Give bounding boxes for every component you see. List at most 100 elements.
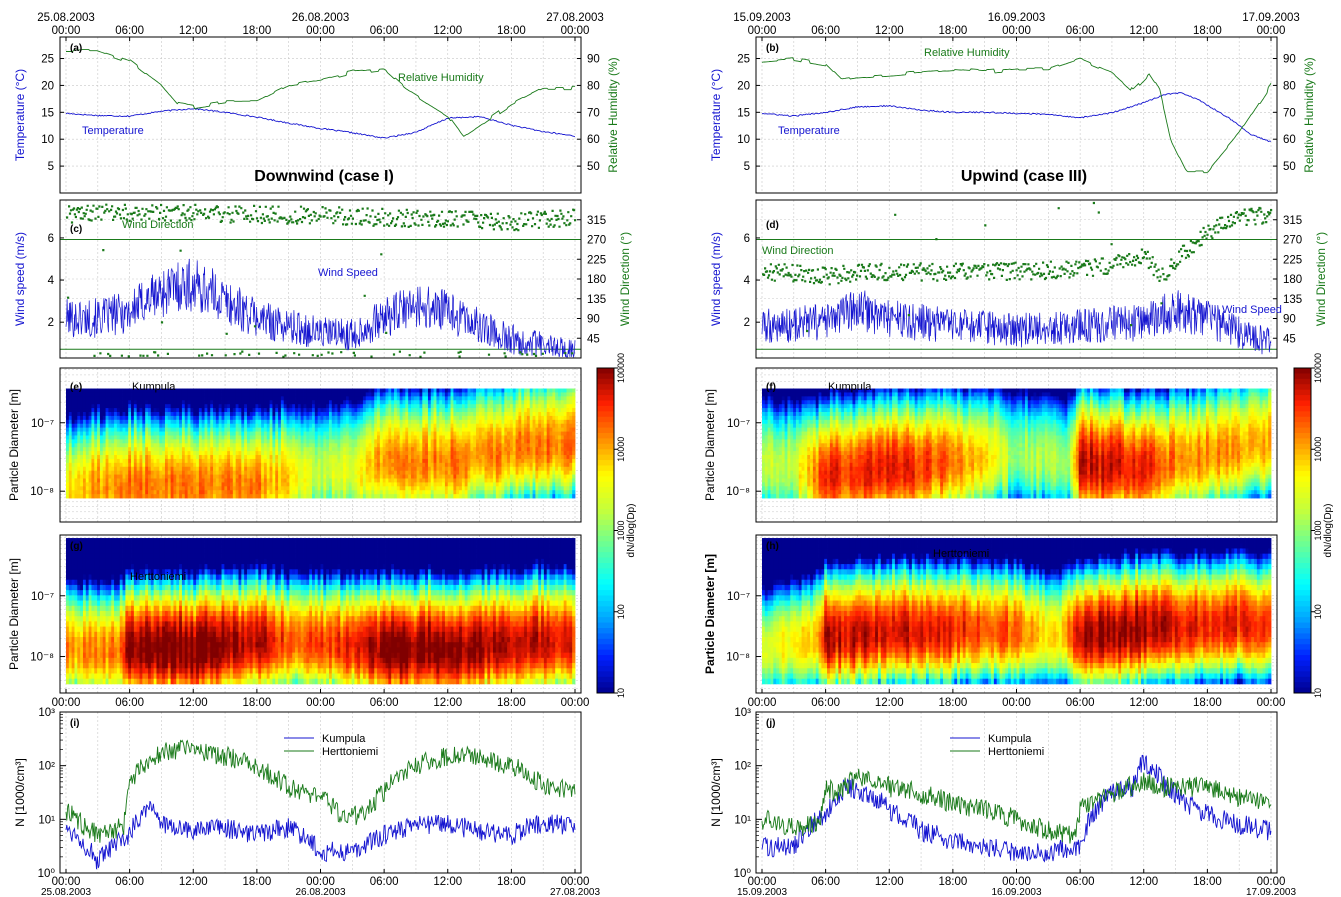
heatmap-cell — [379, 482, 384, 487]
heatmap-cell — [413, 419, 418, 425]
heatmap-cell — [509, 451, 514, 456]
heatmap-cell — [102, 470, 106, 475]
heatmap-cell — [111, 486, 115, 491]
y-right-tick-label: 180 — [587, 274, 606, 286]
heatmap-cell — [156, 478, 160, 483]
heatmap-cell — [156, 451, 160, 456]
heatmap-cell — [535, 415, 539, 421]
heatmap-cell — [230, 451, 234, 456]
heatmap-cell — [119, 396, 123, 401]
heatmap-cell — [385, 462, 389, 468]
heatmap-cell — [456, 392, 460, 397]
heatmap-cell — [362, 494, 367, 499]
heatmap-cell — [263, 427, 268, 432]
heatmap-cell — [218, 466, 222, 472]
heatmap-cell — [450, 439, 454, 444]
heatmap-cell — [148, 435, 152, 440]
heatmap-cell — [207, 482, 211, 487]
heatmap-cell — [521, 462, 525, 468]
heatmap-cell — [476, 466, 480, 472]
y-left-tick-label: 25 — [41, 54, 54, 66]
heatmap-cell — [176, 408, 180, 413]
heatmap-cell — [156, 494, 160, 499]
heatmap-cell — [156, 466, 160, 472]
y-right-tick-label: 315 — [1283, 215, 1302, 227]
heatmap-cell — [128, 458, 132, 464]
heatmap-cell — [275, 408, 279, 413]
heatmap-cell — [521, 478, 525, 483]
heatmap-cell — [102, 408, 106, 413]
heatmap-cell — [396, 447, 401, 452]
heatmap-cell — [275, 458, 279, 464]
heatmap-cell — [348, 419, 353, 425]
heatmap-cell — [374, 435, 378, 440]
heatmap-cell — [204, 474, 208, 479]
heatmap-cell — [490, 466, 494, 472]
heatmap-cell — [232, 427, 237, 432]
heatmap-cell — [280, 396, 285, 401]
heatmap-cell — [385, 458, 389, 464]
heatmap-cell — [481, 478, 485, 483]
heatmap-cell — [377, 435, 381, 440]
heatmap-cell — [382, 423, 386, 429]
heatmap-cell — [303, 431, 307, 436]
heatmap-cell — [131, 462, 135, 468]
heatmap-cell — [170, 494, 174, 499]
series-label-temperature: Temperature — [778, 125, 840, 137]
heatmap-cell — [495, 474, 500, 479]
heatmap-cell — [125, 443, 129, 448]
heatmap-cell — [198, 415, 203, 421]
heatmap-cell — [416, 396, 420, 401]
heatmap-cell — [535, 486, 539, 491]
heatmap-cell — [433, 447, 437, 452]
heatmap-cell — [102, 486, 106, 491]
heatmap-cell — [385, 396, 389, 401]
heatmap-cell — [343, 486, 347, 491]
heatmap-cell — [241, 431, 245, 436]
heatmap-cell — [99, 431, 104, 436]
heatmap-cell — [181, 494, 186, 499]
heatmap-cell — [538, 404, 542, 409]
heatmap-cell — [507, 408, 511, 413]
heatmap-cell — [444, 435, 449, 440]
heatmap-cell — [142, 439, 146, 444]
heatmap-cell — [295, 419, 299, 425]
heatmap-cell — [246, 415, 251, 421]
heatmap-cell — [164, 396, 169, 401]
heatmap-cell — [71, 447, 75, 452]
heatmap-cell — [263, 474, 268, 479]
heatmap-cell — [85, 431, 90, 436]
heatmap-cell — [501, 388, 505, 393]
heatmap-cell — [447, 490, 451, 495]
heatmap-cell — [258, 435, 262, 440]
heatmap-cell — [244, 462, 248, 468]
heatmap-cell — [153, 478, 157, 483]
heatmap-cell — [173, 431, 177, 436]
heatmap-cell — [286, 408, 290, 413]
heatmap-cell — [153, 451, 157, 456]
heatmap-cell — [492, 400, 497, 405]
heatmap-cell — [394, 462, 398, 468]
heatmap-cell — [481, 388, 485, 393]
heatmap-cell — [337, 439, 341, 444]
heatmap-cell — [309, 388, 313, 393]
heatmap-cell — [116, 494, 121, 499]
heatmap-cell — [337, 466, 341, 472]
heatmap-cell — [167, 474, 172, 479]
heatmap-cell — [425, 408, 429, 413]
heatmap-cell — [314, 466, 319, 472]
heatmap-cell — [484, 400, 488, 405]
heatmap-cell — [66, 458, 70, 464]
heatmap-cell — [266, 443, 270, 448]
heatmap-cell — [255, 466, 259, 472]
heatmap-cell — [492, 435, 497, 440]
heatmap-cell — [447, 478, 451, 483]
heatmap-cell — [422, 486, 426, 491]
heatmap-cell — [453, 494, 457, 499]
heatmap-cell — [391, 439, 395, 444]
heatmap-cell — [122, 462, 126, 468]
heatmap-cell — [450, 474, 454, 479]
heatmap-cell — [187, 435, 191, 440]
heatmap-cell — [374, 419, 378, 425]
heatmap-cell — [374, 486, 378, 491]
